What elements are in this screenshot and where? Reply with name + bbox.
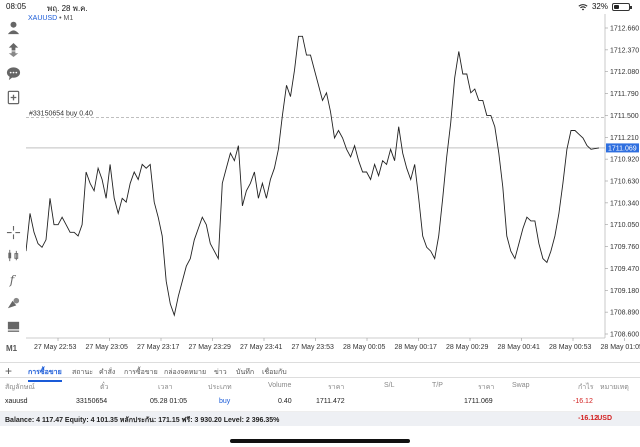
- candlestick-icon[interactable]: [4, 246, 22, 264]
- price-tick-label: 1709.760: [610, 244, 639, 251]
- balance-summary: Balance: 4 117.47 Equity: 4 101.35 หลักป…: [5, 417, 280, 424]
- left-toolbar: f M1: [0, 14, 26, 354]
- tab-mailbox[interactable]: กล่องจดหมาย: [164, 369, 207, 376]
- time-tick-label: 27 May 23:17: [137, 344, 180, 351]
- col-volume: Volume: [268, 382, 292, 389]
- tab-trade[interactable]: การซื้อขาย: [28, 369, 62, 382]
- tab-exposure[interactable]: สถานะ: [72, 369, 93, 376]
- date: พฤ. 28 พ.ค.: [47, 4, 88, 13]
- row-type: buy: [219, 398, 231, 405]
- row-ticket: 33150654: [76, 398, 108, 405]
- svg-text:f: f: [8, 273, 16, 287]
- new-order-plus-icon[interactable]: +: [5, 364, 13, 378]
- price-tick-label: 1712.370: [610, 47, 639, 54]
- row-symbol: xauusd: [5, 398, 28, 405]
- price-tick-label: 1708.600: [610, 332, 639, 339]
- tab-news[interactable]: ข่าว: [214, 369, 227, 376]
- price-series-line: [26, 35, 600, 317]
- order-line-label: #33150654 buy 0.40: [29, 111, 93, 118]
- timeframe-button[interactable]: M1: [6, 344, 18, 353]
- price-tick-label: 1711.790: [610, 91, 639, 98]
- time-tick-label: 28 May 00:53: [549, 344, 592, 351]
- symbol-timeframe: M1: [63, 15, 74, 22]
- row-volume: 0.40: [278, 398, 292, 405]
- total-profit: -16.12: [578, 415, 598, 422]
- col-tp: T/P: [432, 382, 443, 389]
- price-tick-label: 1709.180: [610, 288, 639, 295]
- col-symbol: สัญลักษณ์: [5, 384, 35, 391]
- symbol-name: XAUUSD: [28, 15, 58, 22]
- time-tick-label: 27 May 22:53: [34, 344, 77, 351]
- row-open-price: 1711.472: [316, 398, 345, 405]
- crosshair-icon[interactable]: [4, 223, 22, 241]
- time-tick-label: 28 May 01:05: [601, 344, 640, 351]
- time-tick-label: 27 May 23:53: [292, 344, 335, 351]
- wifi-icon: [578, 3, 588, 10]
- trade-arrows-icon[interactable]: [4, 40, 22, 58]
- tab-orders[interactable]: คำสั่ง: [99, 369, 116, 376]
- price-chart[interactable]: 1712.660 1712.370 1712.080 1711.790 1711.500…: [26, 14, 640, 354]
- chat-icon[interactable]: [4, 64, 22, 82]
- col-price: ราคา: [328, 384, 345, 391]
- battery-icon: [612, 2, 632, 11]
- table-header: สัญลักษณ์ ตั๋ว เวลา ประเภท Volume ราคา S…: [0, 378, 640, 394]
- time-tick-label: 28 May 00:41: [498, 344, 541, 351]
- price-tick-label: 1712.660: [610, 26, 639, 33]
- terminal-tabs: + การซื้อขาย สถานะ คำสั่ง การซื้อขาย กล่…: [0, 362, 640, 382]
- battery-percent: 32%: [591, 2, 608, 11]
- time-tick-label: 28 May 00:17: [395, 344, 438, 351]
- row-profit: -16.12: [573, 398, 593, 405]
- price-tick-label: 1710.630: [610, 179, 639, 186]
- col-time: เวลา: [158, 384, 173, 391]
- price-tick-label: 1708.890: [610, 310, 639, 317]
- chart-canvas[interactable]: 1712.660 1712.370 1712.080 1711.790 1711.500…: [26, 14, 640, 354]
- col-swap: Swap: [512, 382, 530, 389]
- col-comment: หมายเหตุ: [600, 384, 629, 391]
- table-row[interactable]: xauusd 33150654 05.28 01:05 buy 0.40 171…: [0, 394, 640, 412]
- indicators-icon[interactable]: f: [4, 270, 22, 288]
- add-chart-icon[interactable]: [4, 88, 22, 106]
- time-tick-label: 27 May 23:05: [86, 344, 129, 351]
- currency: USD: [597, 415, 612, 422]
- objects-icon[interactable]: [4, 294, 22, 312]
- tab-journal[interactable]: บันทึก: [236, 369, 255, 376]
- col-sl: S/L: [384, 382, 395, 389]
- time-tick-label: 27 May 23:29: [189, 344, 232, 351]
- price-tick-label: 1709.470: [610, 266, 639, 273]
- clock: 08:05: [6, 2, 27, 11]
- home-indicator[interactable]: [230, 439, 410, 443]
- price-tick-label: 1711.210: [610, 135, 639, 142]
- row-current-price: 1711.069: [464, 398, 493, 405]
- tab-connect[interactable]: เชื่อมกับ: [262, 369, 287, 376]
- time-tick-label: 28 May 00:29: [446, 344, 489, 351]
- current-price-tag-bg: [606, 143, 639, 153]
- price-tick-label: 1710.340: [610, 200, 639, 207]
- col-ticket: ตั๋ว: [100, 384, 109, 391]
- chart-symbol-label: XAUUSD • M1: [28, 15, 74, 22]
- tab-history[interactable]: การซื้อขาย: [124, 369, 158, 376]
- status-bar: 08:05 พฤ. 28 พ.ค. 32%: [0, 0, 640, 14]
- price-tick-label: 1710.920: [610, 157, 639, 164]
- price-tick-label: 1712.080: [610, 69, 639, 76]
- balance-bar: Balance: 4 117.47 Equity: 4 101.35 หลักป…: [0, 412, 640, 426]
- col-profit: กำไร: [578, 384, 594, 391]
- price-tick-label: 1711.500: [610, 113, 639, 120]
- price-tick-label: 1710.050: [610, 222, 639, 229]
- row-time: 05.28 01:05: [150, 398, 187, 405]
- account-icon[interactable]: [4, 18, 22, 36]
- time-tick-label: 28 May 00:05: [343, 344, 386, 351]
- col-type: ประเภท: [208, 384, 232, 391]
- time-tick-label: 27 May 23:41: [240, 344, 283, 351]
- col-current-price: ราคา: [478, 384, 495, 391]
- templates-icon[interactable]: [4, 317, 22, 335]
- current-price-tag: 1711.069: [608, 145, 637, 152]
